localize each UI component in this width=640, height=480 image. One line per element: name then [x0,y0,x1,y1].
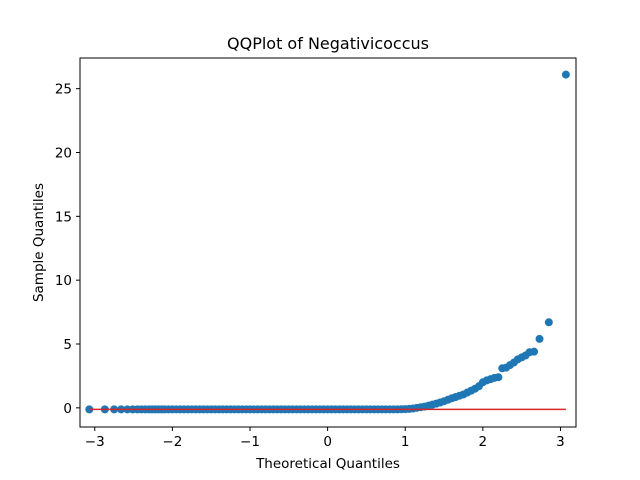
data-point [544,318,553,327]
plot-frame [79,57,577,428]
data-point [535,334,544,343]
x-tick-label: 2 [479,434,488,450]
y-axis-title: Sample Quantiles [31,183,47,302]
y-tick-label: 25 [55,82,72,98]
x-tick-label: −3 [85,434,105,450]
y-tick-label: 5 [63,337,72,353]
x-tick-label: 3 [556,434,565,450]
y-tick-label: 15 [55,209,72,225]
plot-area [85,70,570,414]
y-axis-ticks: 0 5 10 15 20 25 [55,82,80,417]
x-tick-label: 0 [323,434,332,450]
x-tick-label: −2 [162,434,182,450]
x-axis-ticks: −3 −2 −1 0 1 2 3 [85,427,565,450]
y-tick-label: 10 [55,273,72,289]
data-point [530,347,539,356]
data-point [494,373,503,382]
y-tick-label: 20 [55,145,72,161]
y-tick-label: 0 [63,401,72,417]
data-point [561,70,570,79]
x-tick-label: −1 [240,434,260,450]
x-axis-title: Theoretical Quantiles [255,456,400,472]
x-tick-label: 1 [401,434,410,450]
chart-title: QQPlot of Negativicoccus [227,34,429,53]
